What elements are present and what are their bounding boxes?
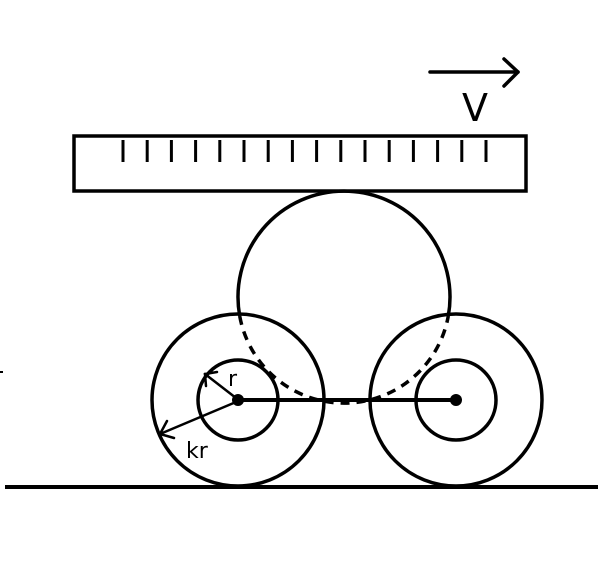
velocity-label: V (462, 86, 488, 130)
plank-body (72, 134, 528, 193)
inner-radius-label: r (228, 367, 238, 392)
right-axle-center (450, 394, 462, 406)
plank (72, 134, 528, 193)
outer-radius-label: kr (186, 439, 209, 464)
velocity-arrow (428, 57, 520, 88)
central-cylinder-arc (236, 189, 452, 317)
central-cylinder-hidden-arc (237, 315, 451, 405)
outer-radius-arrow (158, 400, 238, 440)
plank-ticks (121, 140, 488, 162)
inner-radius-arrow (203, 370, 238, 400)
